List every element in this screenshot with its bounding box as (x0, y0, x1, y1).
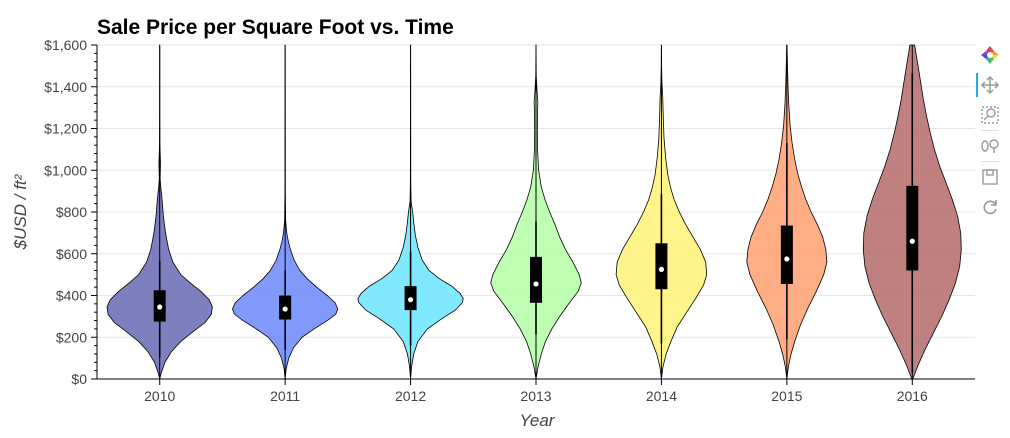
violin-2012 (357, 44, 464, 380)
violin-2014 (615, 44, 708, 380)
iqr-box (906, 185, 919, 271)
violin-2011 (232, 44, 339, 380)
violins (106, 44, 962, 380)
iqr-box (530, 256, 542, 303)
y-tick-label: $200 (56, 329, 87, 345)
violin-2015 (746, 44, 828, 380)
y-tick-label: $1,400 (44, 79, 87, 95)
bokeh-logo[interactable] (976, 40, 1004, 70)
y-tick-label: $800 (56, 204, 87, 220)
median-marker (784, 256, 790, 262)
violin-2016 (862, 44, 962, 380)
y-tick-label: $600 (56, 246, 87, 262)
y-tick-label: $400 (56, 288, 87, 304)
x-tick-label: 2010 (144, 388, 175, 404)
y-ticks: $0 $200 $400 $600 $800 $1,000 $1,200 $1,400 $1,6… (44, 37, 97, 387)
wheel-zoom-tool-icon (981, 139, 999, 153)
reset-tool[interactable] (976, 192, 1004, 222)
violin-2013 (490, 44, 582, 380)
x-tick-label: 2015 (771, 388, 802, 404)
x-tick-label: 2011 (270, 388, 300, 404)
reset-tool-icon (983, 200, 997, 215)
box-zoom-tool[interactable] (976, 100, 1004, 130)
toolbar-divider (981, 130, 999, 131)
y-tick-label: $1,600 (44, 37, 87, 53)
save-tool[interactable] (976, 162, 1004, 192)
iqr-box (655, 243, 668, 290)
chart-title: Sale Price per Square Foot vs. Time (97, 16, 454, 39)
plot-toolbar (976, 40, 1004, 222)
median-marker (909, 238, 915, 244)
y-tick-label: $1,000 (44, 162, 87, 178)
x-tick-label: 2014 (646, 388, 677, 404)
iqr-box (780, 225, 793, 285)
wheel-zoom-tool[interactable] (976, 131, 1004, 161)
toolbar-divider (981, 161, 999, 162)
bokeh-logo-icon (981, 46, 999, 64)
pan-tool[interactable] (976, 70, 1004, 100)
x-tick-label: 2012 (395, 388, 426, 404)
median-marker (658, 266, 665, 273)
x-tick-label: 2013 (520, 388, 551, 404)
median-marker (282, 306, 288, 312)
x-axis-label: Year (520, 411, 556, 430)
save-tool-icon (982, 169, 998, 185)
violin-2010 (106, 44, 213, 380)
y-tick-label: $1,200 (44, 121, 87, 137)
median-marker (533, 281, 539, 287)
x-tick-label: 2016 (897, 388, 928, 404)
y-axis-label: $USD / ft² (11, 173, 30, 250)
median-marker (157, 304, 163, 310)
median-marker (407, 297, 414, 303)
x-ticks: 2010 2011 2012 2013 2014 2015 2016 (144, 379, 928, 404)
pan-tool-icon (980, 75, 1000, 95)
y-tick-label: $0 (71, 371, 87, 387)
box-zoom-tool-icon (981, 106, 999, 124)
